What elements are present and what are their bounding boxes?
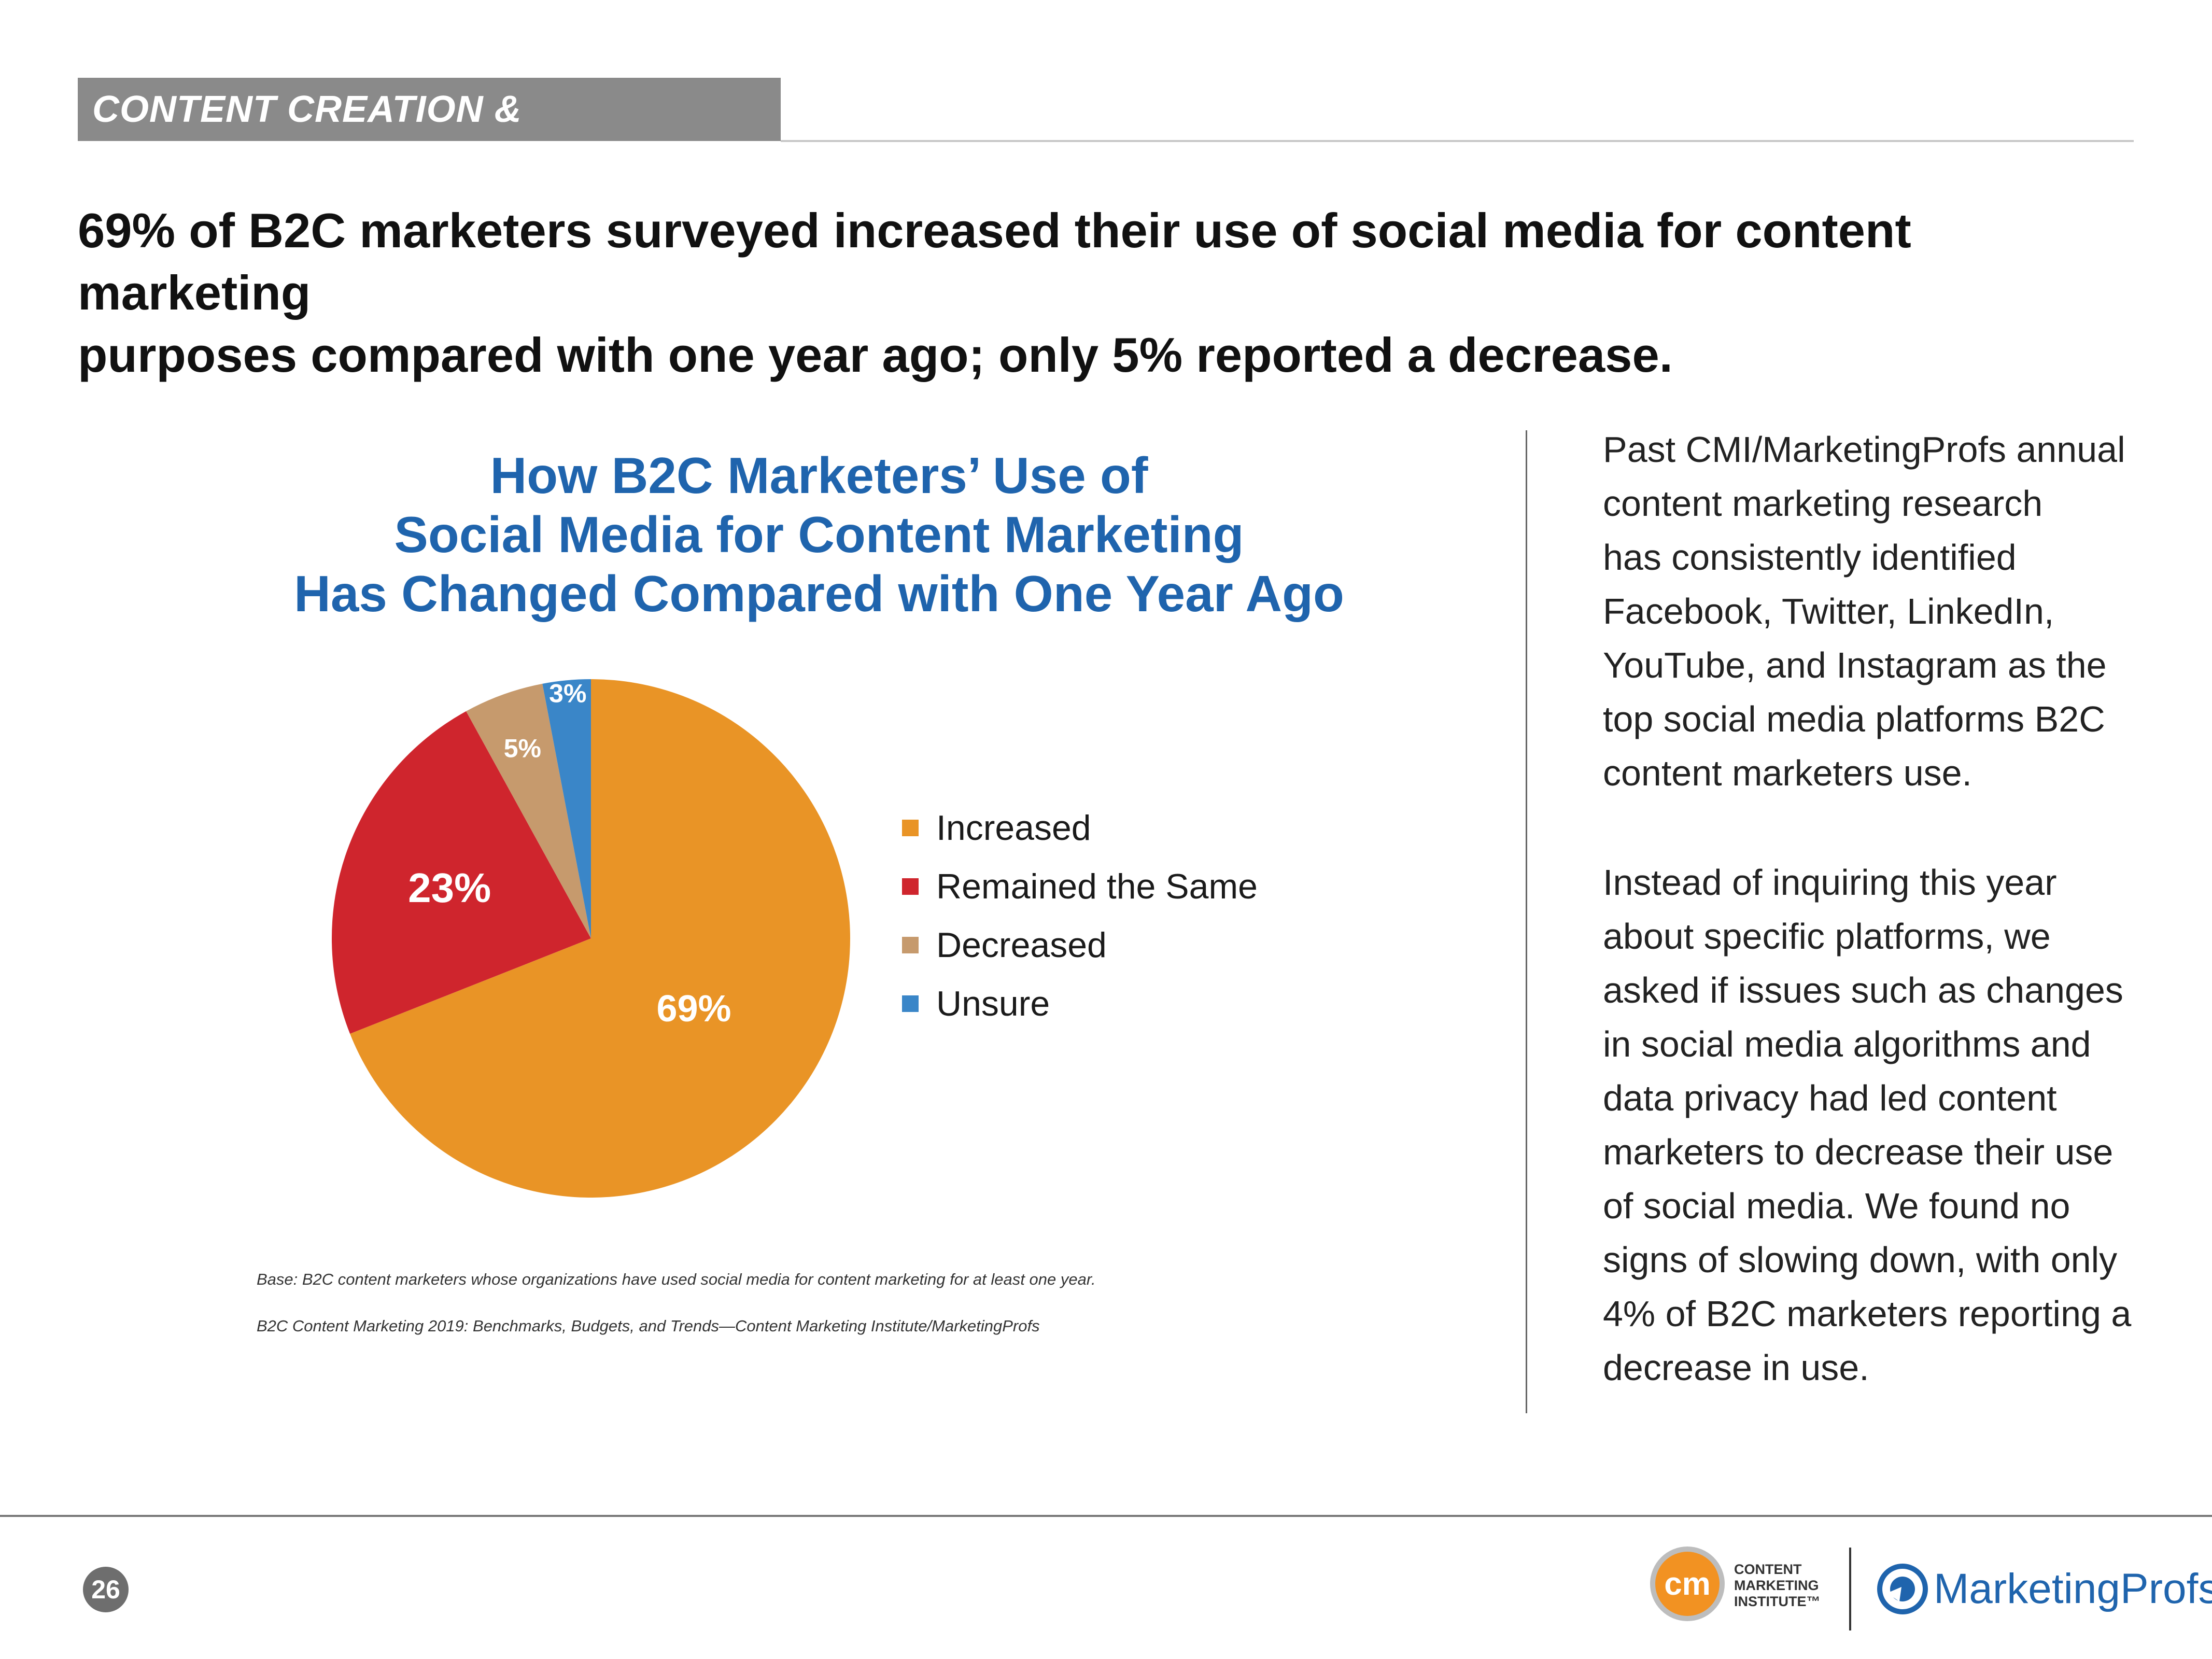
page-number: 26 [83, 1567, 129, 1612]
sidebar-p1-line: has consistently identified [1603, 537, 2017, 578]
source-note: B2C Content Marketing 2019: Benchmarks, … [257, 1317, 1040, 1335]
pie-slice-decreased [466, 683, 591, 938]
sidebar-p2-line: about specific platforms, we [1603, 916, 2051, 957]
sidebar-paragraph-2: Instead of inquiring this year about spe… [1603, 855, 2142, 1395]
sidebar-p2-line: signs of slowing down, with only [1603, 1240, 2118, 1280]
legend-item-remained: Remained the Same [902, 857, 1258, 916]
legend-swatch-increased [902, 819, 919, 836]
cmi-logo-text: cm [1664, 1566, 1711, 1602]
sidebar-p2-line: data privacy had led content [1603, 1078, 2057, 1118]
cmi-name-line: MARKETING [1734, 1578, 1819, 1593]
sidebar-p2-line: Instead of inquiring this year [1603, 862, 2057, 903]
footer-rule [0, 1515, 2212, 1517]
sidebar-p2-line: asked if issues such as changes [1603, 970, 2123, 1010]
chart-legend: Increased Remained the Same Decreased Un… [902, 798, 1258, 1033]
chart-title: How B2C Marketers’ Use of Social Media f… [223, 446, 1415, 623]
column-divider [1526, 430, 1527, 1413]
legend-label-decreased: Decreased [936, 925, 1107, 965]
headline: 69% of B2C marketers surveyed increased … [78, 200, 2125, 386]
sidebar-p1-line: content marketing research [1603, 483, 2043, 524]
base-note: Base: B2C content marketers whose organi… [257, 1270, 1096, 1288]
sidebar-p2-line: in social media algorithms and [1603, 1024, 2091, 1064]
legend-label-remained: Remained the Same [936, 866, 1258, 906]
header-rule [781, 140, 2134, 142]
cmi-name-line: CONTENT [1734, 1562, 1802, 1577]
chart-title-line-3: Has Changed Compared with One Year Ago [294, 565, 1344, 622]
section-tag: CONTENT CREATION & DISTRIBUTION [78, 78, 781, 193]
legend-swatch-remained [902, 878, 919, 895]
sidebar-p2-line: marketers to decrease their use [1603, 1132, 2114, 1172]
sidebar-p1-line: Past CMI/MarketingProfs annual [1603, 429, 2125, 470]
pie-label-unsure: 3% [549, 679, 586, 708]
pie-label-remained: 23% [408, 865, 491, 911]
headline-line-1: 69% of B2C marketers surveyed increased … [78, 203, 1911, 320]
pie-label-increased: 69% [656, 988, 731, 1030]
marketingprofs-logo-icon [1877, 1564, 1928, 1614]
legend-item-increased: Increased [902, 798, 1258, 857]
legend-label-increased: Increased [936, 808, 1091, 848]
pie-slice-unsure [542, 679, 591, 938]
legend-label-unsure: Unsure [936, 983, 1050, 1023]
sidebar-p1-line: content marketers use. [1603, 753, 1972, 793]
logo-divider [1849, 1548, 1851, 1630]
sidebar-p2-line: of social media. We found no [1603, 1186, 2070, 1226]
chart-title-line-2: Social Media for Content Marketing [394, 506, 1244, 563]
legend-item-decreased: Decreased [902, 916, 1258, 974]
pie-label-decreased: 5% [504, 734, 541, 763]
sidebar-paragraph-1: Past CMI/MarketingProfs annual content m… [1603, 423, 2142, 800]
marketingprofs-name: MarketingProfs [1934, 1565, 2212, 1612]
cmi-logo-icon: cm [1650, 1546, 1725, 1621]
sidebar-p2-line: 4% of B2C marketers reporting a [1603, 1294, 2132, 1334]
sidebar-p1-line: YouTube, and Instagram as the [1603, 645, 2107, 685]
headline-line-2: purposes compared with one year ago; onl… [78, 328, 1673, 382]
legend-swatch-decreased [902, 936, 919, 953]
cmi-name-line: INSTITUTE™ [1734, 1594, 1821, 1609]
legend-item-unsure: Unsure [902, 974, 1258, 1033]
pie-chart: 69% 23% 5% 3% [331, 679, 850, 1198]
chart-title-line-1: How B2C Marketers’ Use of [490, 447, 1148, 504]
sidebar-p1-line: Facebook, Twitter, LinkedIn, [1603, 591, 2054, 631]
pie-slice-remained [331, 711, 591, 1034]
sidebar-p2-line: decrease in use. [1603, 1347, 1869, 1388]
cmi-name: CONTENT MARKETING INSTITUTE™ [1734, 1562, 1821, 1610]
sidebar-p1-line: top social media platforms B2C [1603, 699, 2105, 739]
legend-swatch-unsure [902, 995, 919, 1012]
pie-slice-increased [350, 679, 850, 1198]
